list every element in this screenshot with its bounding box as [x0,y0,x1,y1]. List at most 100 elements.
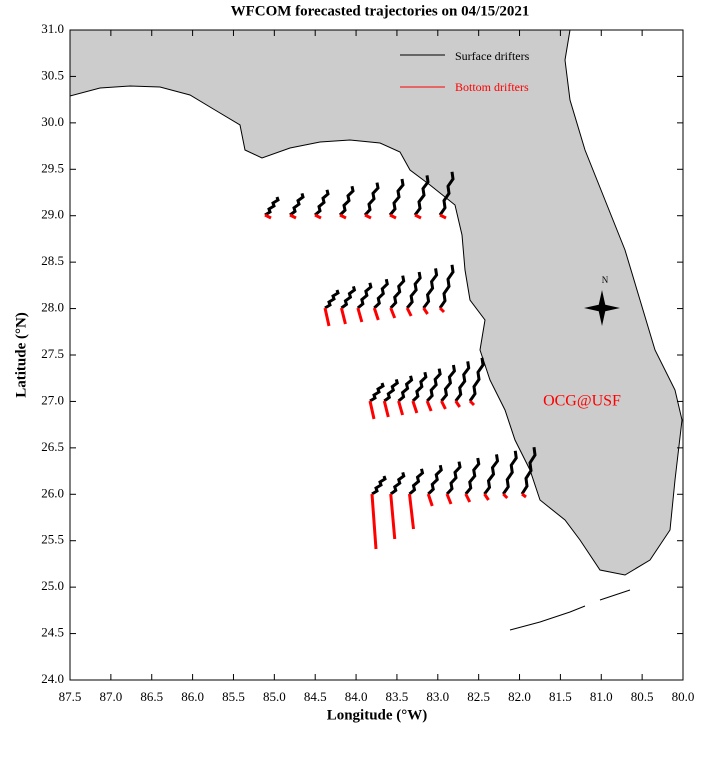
surface-trajectory [426,368,442,403]
surface-trajectory [440,364,457,402]
compass [584,290,620,326]
bottom-trajectory [289,213,297,220]
bottom-trajectory [411,400,419,414]
x-tick-label: 83.5 [386,689,409,704]
bottom-trajectory [405,307,413,317]
x-tick-label: 83.0 [426,689,449,704]
surface-trajectory [373,278,389,310]
bottom-trajectory [483,493,490,501]
y-tick-label: 28.0 [41,300,64,315]
bottom-trajectory [397,400,405,416]
surface-trajectory [422,268,439,309]
surface-trajectory [427,464,443,496]
surface-trajectory [340,285,357,310]
bottom-trajectory [339,213,347,220]
bottom-trajectory [521,492,527,499]
surface-trajectory [438,171,455,216]
bottom-trajectory [323,307,331,327]
bottom-trajectory [502,492,509,500]
x-tick-label: 81.0 [590,689,613,704]
x-tick-label: 85.5 [222,689,245,704]
bottom-trajectory [440,400,447,410]
bottom-trajectory [382,400,390,418]
x-tick-label: 84.0 [345,689,368,704]
y-tick-label: 28.5 [41,253,64,268]
bottom-trajectory [464,493,472,503]
x-tick-label: 82.0 [508,689,531,704]
surface-trajectory [405,271,422,309]
x-tick-label: 85.0 [263,689,286,704]
y-tick-label: 29.0 [41,207,64,222]
surface-trajectory [383,378,400,403]
chart-title: WFCOM forecasted trajectories on 04/15/2… [231,3,530,19]
surface-trajectory [483,454,500,495]
y-tick-label: 24.5 [41,625,64,640]
x-tick-label: 84.5 [304,689,327,704]
land [69,29,683,576]
surface-trajectory [438,264,455,309]
y-tick-label: 26.5 [41,439,64,454]
bottom-trajectory [454,400,461,408]
x-tick-label: 86.0 [181,689,204,704]
bottom-trajectory [389,213,397,220]
x-tick-label: 80.0 [672,689,695,704]
y-tick-label: 24.0 [41,671,64,686]
surface-trajectory [445,461,462,496]
bottom-trajectory [408,493,415,530]
x-tick-label: 82.5 [467,689,490,704]
surface-trajectory [289,192,305,217]
surface-trajectory [520,447,537,495]
surface-trajectory [388,178,405,216]
surface-trajectory [397,375,414,403]
keys [509,589,631,631]
bottom-trajectory [389,493,397,540]
y-tick-label: 30.0 [41,114,64,129]
y-tick-label: 27.5 [41,346,64,361]
trajectories [264,171,537,550]
surface-trajectory [369,382,385,403]
bottom-trajectory [372,307,380,321]
y-tick-label: 27.0 [41,392,64,407]
surface-trajectory [371,475,387,496]
surface-trajectory [356,282,373,310]
surface-trajectory [502,450,518,495]
surface-trajectory [468,357,485,402]
bottom-trajectory [368,400,376,420]
surface-trajectory [389,275,406,310]
y-tick-label: 25.5 [41,532,64,547]
bottom-trajectory [426,493,434,507]
bottom-trajectory [370,493,378,550]
bottom-trajectory [364,213,372,220]
x-tick-label: 80.5 [631,689,654,704]
x-axis-label: Longitude (°W) [327,707,428,723]
surface-trajectory [408,468,425,496]
surface-trajectory [411,371,428,403]
surface-trajectory [464,457,481,495]
x-tick-label: 86.5 [140,689,163,704]
y-tick-label: 29.5 [41,160,64,175]
x-tick-label: 87.0 [99,689,122,704]
legend-label: Surface drifters [455,49,530,63]
surface-trajectory [324,289,340,310]
bottom-trajectory [314,213,322,220]
bottom-trajectory [445,493,453,505]
x-tick-label: 87.5 [59,689,82,704]
annotation: OCG@USF [543,393,621,410]
y-tick-label: 30.5 [41,67,64,82]
legend-label: Bottom drifters [455,80,529,94]
bottom-trajectory [438,306,446,314]
bottom-trajectory [468,399,476,407]
y-tick-label: 25.0 [41,578,64,593]
bottom-trajectory [414,213,422,220]
bottom-trajectory [425,400,433,412]
surface-trajectory [338,185,355,217]
surface-trajectory [389,471,406,496]
bottom-trajectory [439,213,447,220]
bottom-trajectory [422,307,429,315]
surface-trajectory [264,196,280,217]
surface-trajectory [314,189,330,217]
bottom-trajectory [264,213,272,220]
y-axis-label: Latitude (°N) [13,312,29,398]
